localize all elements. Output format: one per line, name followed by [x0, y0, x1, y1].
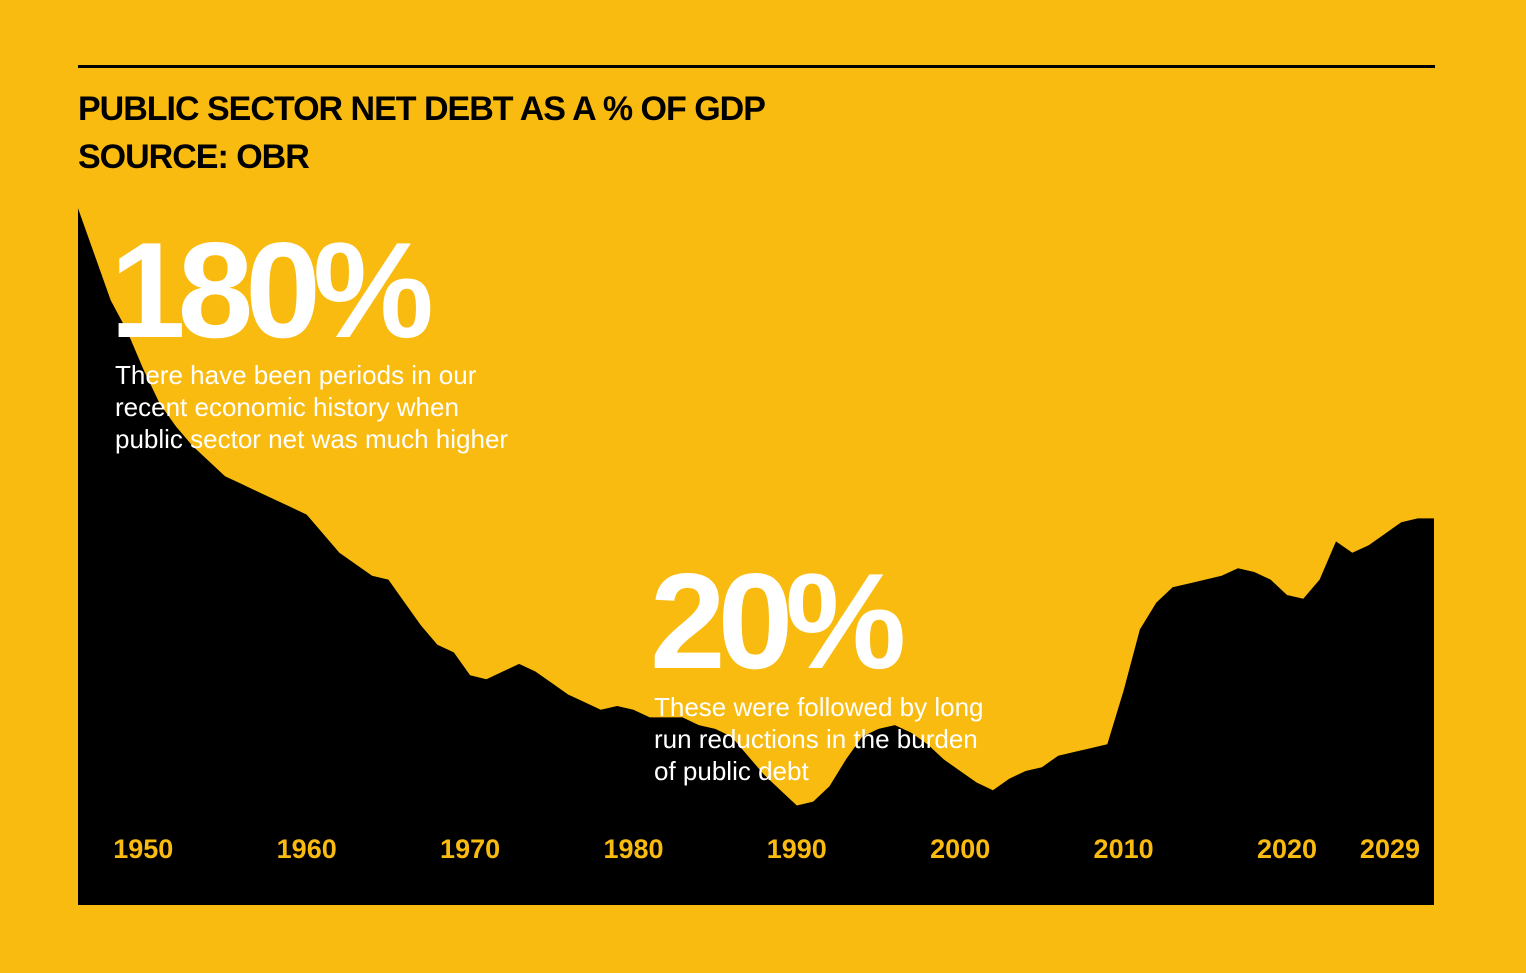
- x-tick-label: 1950: [113, 834, 173, 864]
- x-axis: 1950 1960 1970 1980 1990 2000 2010 2020 2029: [113, 834, 1420, 864]
- callout-low-text: These were followed by long run reductio…: [654, 691, 1054, 787]
- chart-title: PUBLIC SECTOR NET DEBT AS A % OF GDP: [78, 90, 766, 128]
- debt-area: [78, 208, 1434, 906]
- callout-low-line: These were followed by long: [654, 692, 984, 722]
- callout-peak-line: There have been periods in our: [115, 360, 477, 390]
- plot-area: [78, 208, 1434, 906]
- x-tick-label: 1980: [603, 834, 663, 864]
- top-rule: [78, 65, 1435, 68]
- x-tick-label: 1990: [767, 834, 827, 864]
- chart-source: SOURCE: OBR: [78, 138, 310, 176]
- callout-low-line: of public debt: [654, 756, 809, 786]
- x-tick-label: 2010: [1094, 834, 1154, 864]
- x-tick-label: 1970: [440, 834, 500, 864]
- callout-low-line: run reductions in the burden: [654, 724, 978, 754]
- callout-peak-line: public sector net was much higher: [115, 424, 509, 454]
- x-tick-label: 2029: [1360, 834, 1420, 864]
- callout-peak-text: There have been periods in our recent ec…: [115, 359, 585, 455]
- x-tick-label: 1960: [277, 834, 337, 864]
- x-tick-label: 2020: [1257, 834, 1317, 864]
- callout-peak-line: recent economic history when: [115, 392, 459, 422]
- callout-low-value: 20%: [650, 545, 906, 697]
- x-tick-label: 2000: [930, 834, 990, 864]
- callout-peak-value: 180%: [110, 214, 434, 366]
